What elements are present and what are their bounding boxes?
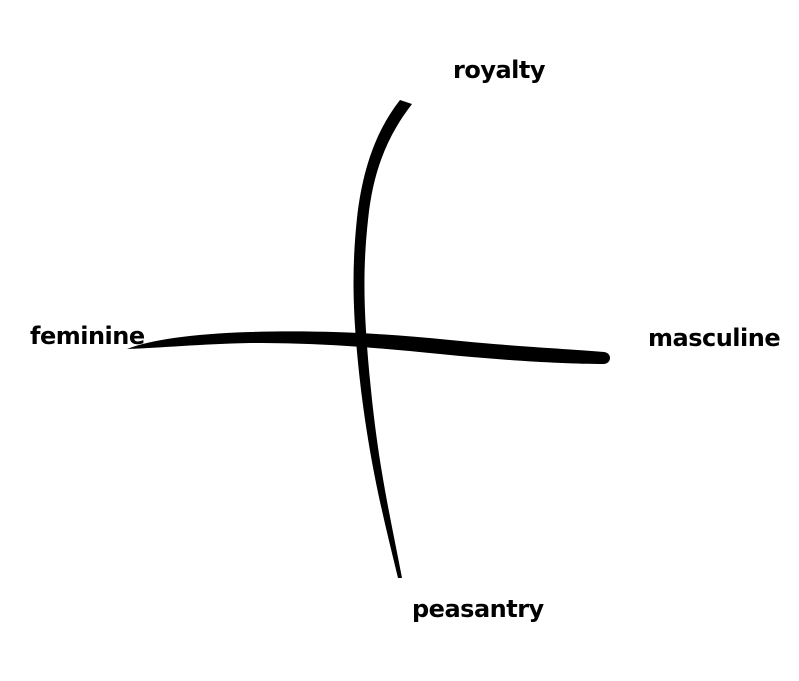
axis-label-masculine: masculine	[648, 324, 781, 352]
axis-label-peasantry: peasantry	[412, 595, 544, 623]
axis-label-feminine: feminine	[30, 322, 145, 350]
horizontal-axis	[127, 331, 610, 364]
axis-label-royalty: royalty	[453, 56, 546, 84]
